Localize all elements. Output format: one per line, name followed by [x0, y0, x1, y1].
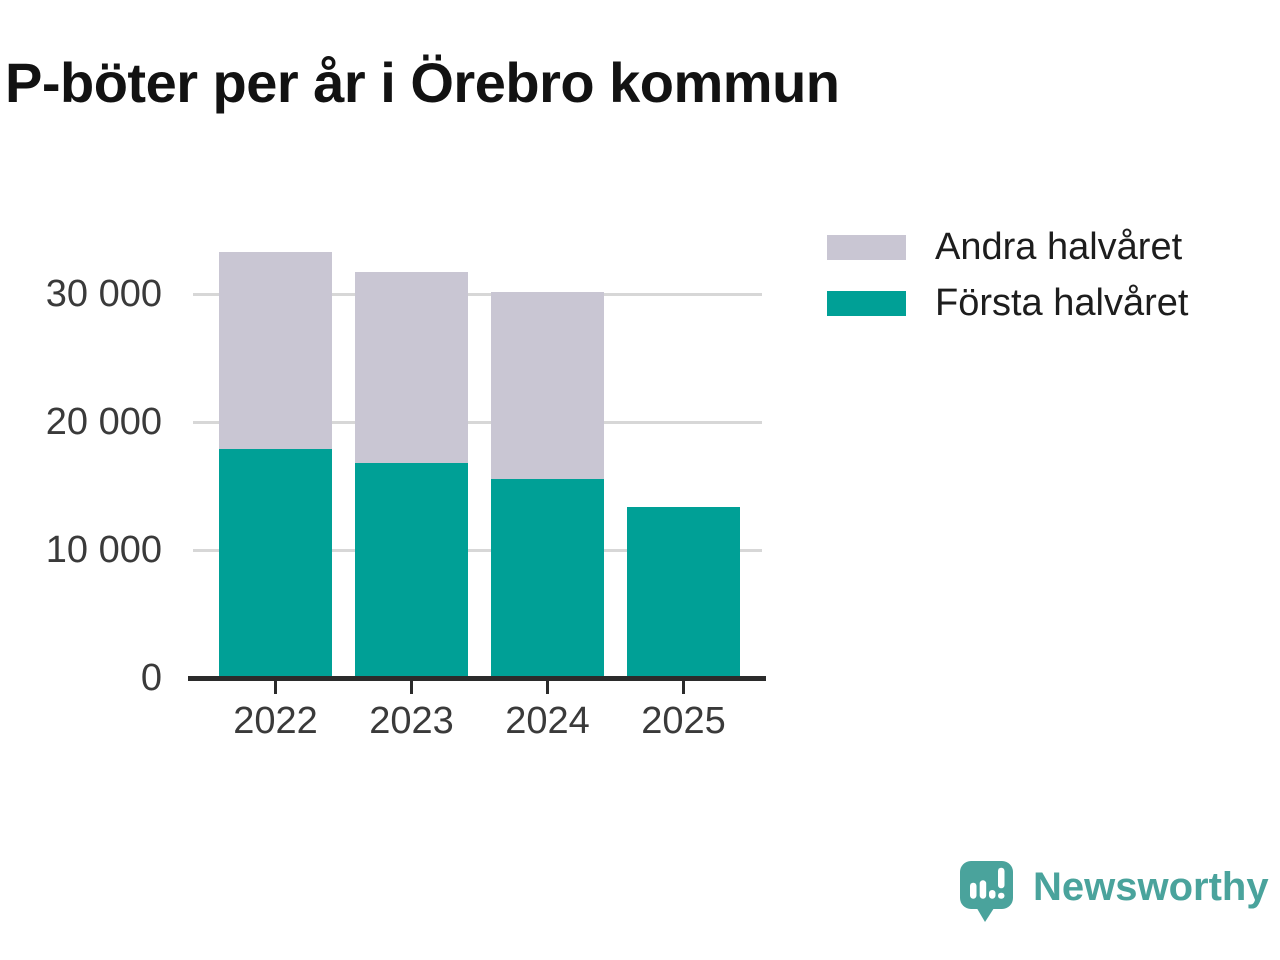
- x-axis-tick-2024: [546, 681, 549, 694]
- newsworthy-speech-bubble-barchart-icon: [960, 861, 1013, 922]
- bar-segment-forsta-2024: [491, 479, 604, 677]
- bar-segment-forsta-2025: [627, 507, 740, 677]
- y-axis-label: 20 000: [45, 401, 162, 443]
- chart-title: P-böter per år i Örebro kommun: [5, 51, 840, 114]
- x-axis-tick-2025: [682, 681, 685, 694]
- bar-segment-forsta-2023: [355, 463, 468, 677]
- x-axis-line: [188, 676, 766, 681]
- bar-segment-andra-2024: [491, 292, 604, 479]
- y-axis-label: 30 000: [45, 273, 162, 315]
- y-axis-label: 0: [140, 657, 162, 699]
- gridline-10000: [193, 548, 762, 552]
- brand-name: Newsworthy: [1033, 865, 1269, 909]
- legend-label: Andra halvåret: [935, 226, 1183, 268]
- bar-segment-andra-2022: [219, 252, 332, 449]
- y-axis-label: 10 000: [45, 529, 162, 571]
- x-axis-label-2025: 2025: [641, 700, 726, 742]
- bar-segment-forsta-2022: [219, 449, 332, 677]
- brand-logo: Newsworthy: [960, 861, 1269, 923]
- gridline-20000: [193, 420, 762, 424]
- legend-item: Första halvåret: [827, 283, 1188, 323]
- legend-swatch: [827, 234, 906, 260]
- gridline-30000: [193, 292, 762, 296]
- legend-swatch: [827, 290, 906, 316]
- x-axis-label-2022: 2022: [233, 700, 318, 742]
- legend-item: Andra halvåret: [827, 227, 1182, 267]
- x-axis-label-2023: 2023: [369, 700, 454, 742]
- x-axis-tick-2023: [410, 681, 413, 694]
- x-axis-label-2024: 2024: [505, 700, 590, 742]
- legend-label: Första halvåret: [935, 282, 1189, 324]
- x-axis-tick-2022: [274, 681, 277, 694]
- bar-segment-andra-2023: [355, 272, 468, 463]
